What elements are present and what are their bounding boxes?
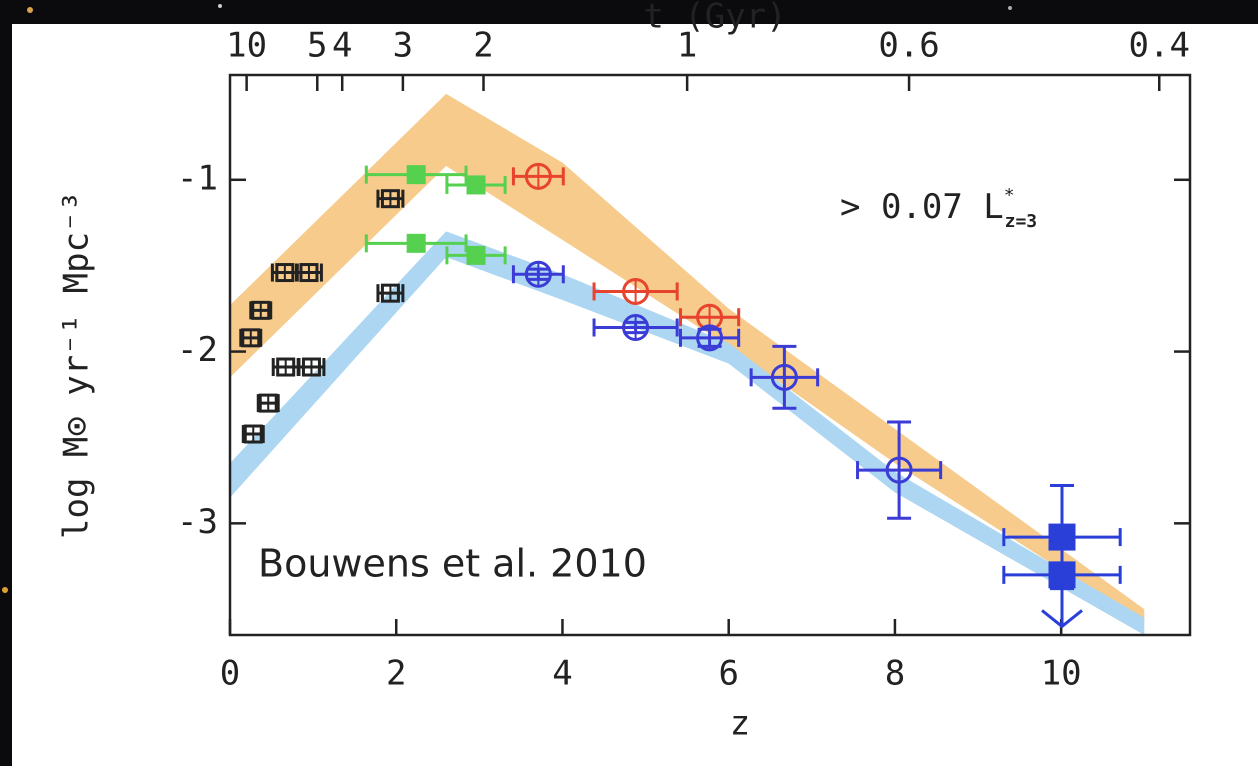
axes-frame	[228, 73, 1192, 637]
credit-box	[250, 528, 700, 602]
x2-tick-label: 1	[677, 26, 697, 66]
x2-axis-label: t (Gyr)	[643, 0, 786, 37]
point	[1048, 561, 1076, 589]
star	[218, 4, 222, 8]
y-tick-label: -1	[177, 158, 218, 198]
point	[406, 165, 426, 185]
x-tick-label: 6	[718, 654, 738, 694]
point	[406, 233, 426, 253]
x2-tick-label: 2	[473, 26, 493, 66]
x-tick-label: 2	[386, 654, 406, 694]
annotation-sup: *	[1004, 185, 1015, 206]
y-tick-label: -3	[177, 502, 218, 542]
star	[27, 7, 33, 13]
upper-limit-arrow	[1041, 609, 1083, 629]
annotation-sub: z=3	[1005, 211, 1038, 232]
x-tick-label: 8	[885, 654, 905, 694]
annotation: > 0.07 L* z=3	[840, 185, 1037, 232]
x-tick-label: 4	[552, 654, 572, 694]
point	[466, 175, 486, 195]
star	[1008, 6, 1012, 10]
y-tick-label: -2	[177, 330, 218, 370]
star	[2, 587, 8, 593]
x2-tick-label: 0.6	[878, 26, 939, 66]
plot-panel	[12, 24, 1258, 766]
y-axis-label: log M⊙ yr⁻¹ Mpc⁻³	[57, 191, 97, 539]
x2-tick-label: 0.4	[1129, 26, 1190, 66]
annotation-text: > 0.07 L	[840, 187, 1004, 227]
x2-tick-label: 4	[332, 26, 352, 66]
x2-tick-label: 5	[307, 26, 327, 66]
x-tick-label: 10	[1041, 654, 1082, 694]
x-tick-label: 0	[220, 654, 240, 694]
credit: Bouwens et al. 2010	[258, 542, 647, 586]
point	[1048, 523, 1076, 551]
x-axis-label: z	[730, 704, 750, 744]
x2-tick-label: 10	[226, 26, 267, 66]
x2-tick-label: 3	[393, 26, 413, 66]
point	[466, 245, 486, 265]
